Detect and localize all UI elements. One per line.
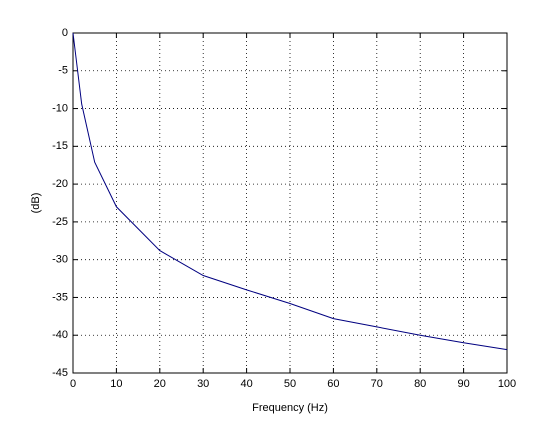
y-tick-label: -25 (52, 216, 68, 228)
y-tick-label: -45 (52, 367, 68, 379)
y-tick-label: -40 (52, 329, 68, 341)
x-tick-label: 100 (498, 378, 516, 390)
y-tick-label: -35 (52, 291, 68, 303)
y-tick-label: -10 (52, 102, 68, 114)
y-tick-label: 0 (62, 27, 68, 39)
x-tick-label: 30 (197, 378, 209, 390)
y-tick-label: -20 (52, 178, 68, 190)
x-tick-label: 10 (110, 378, 122, 390)
y-axis-label: (dB) (30, 193, 42, 214)
x-tick-label: 20 (154, 378, 166, 390)
x-axis-label: Frequency (Hz) (252, 402, 328, 414)
x-tick-label: 80 (414, 378, 426, 390)
x-tick-label: 70 (371, 378, 383, 390)
x-tick-label: 40 (240, 378, 252, 390)
x-tick-label: 60 (327, 378, 339, 390)
axes-box (72, 32, 508, 374)
y-tick-label: -5 (58, 65, 68, 77)
data-line (72, 32, 508, 351)
y-tick-label: -15 (52, 140, 68, 152)
x-tick-label: 0 (70, 378, 76, 390)
y-tick-label: -30 (52, 254, 68, 266)
x-tick-label: 90 (457, 378, 469, 390)
x-tick-label: 50 (284, 378, 296, 390)
